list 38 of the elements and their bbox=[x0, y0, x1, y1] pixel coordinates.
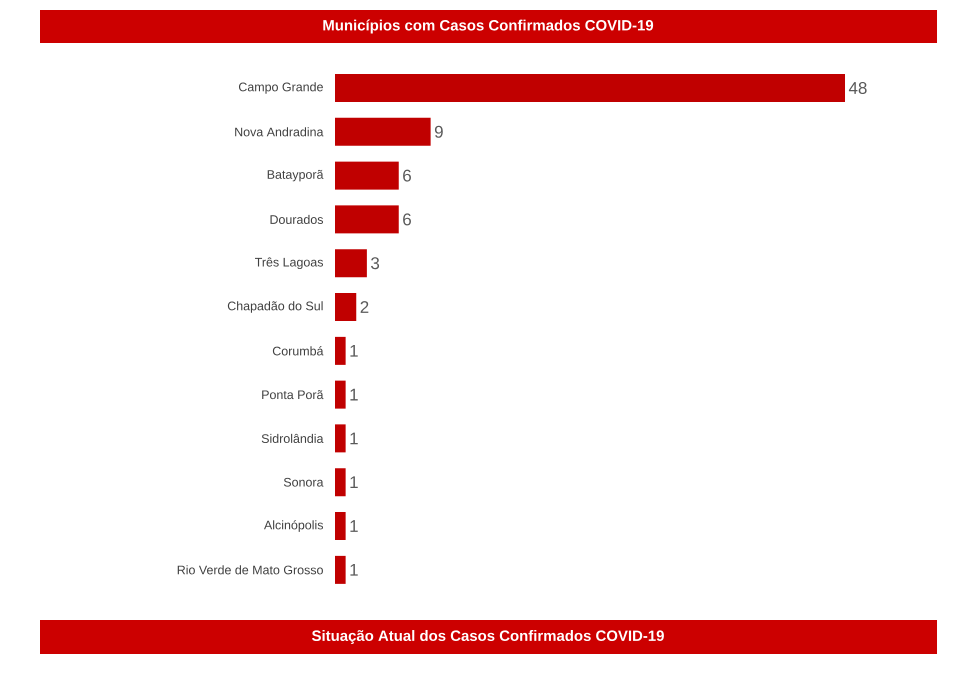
data-label: 1 bbox=[350, 344, 358, 357]
bar bbox=[335, 249, 367, 278]
y-tick-label: Nova Andradina bbox=[235, 127, 324, 136]
y-tick-label: Dourados bbox=[270, 214, 324, 224]
y-tick-label: Campo Grande bbox=[238, 82, 323, 94]
data-label: 1 bbox=[350, 432, 358, 444]
y-tick-label: Três Lagoas bbox=[255, 257, 324, 270]
data-label: 1 bbox=[350, 476, 358, 488]
bar bbox=[335, 512, 346, 540]
data-label: 48 bbox=[848, 82, 867, 94]
y-tick-label: Ponta Porã bbox=[262, 390, 324, 400]
bar bbox=[335, 293, 356, 322]
y-tick-label: Batayporã bbox=[268, 170, 324, 182]
bar bbox=[335, 118, 431, 146]
data-label: 1 bbox=[350, 520, 358, 532]
bar bbox=[335, 162, 399, 190]
y-tick-label: Chapadão do Sul bbox=[228, 301, 323, 313]
data-label: 6 bbox=[403, 213, 411, 226]
bar bbox=[335, 205, 399, 234]
y-tick-label: Corumbá bbox=[272, 346, 324, 356]
bar bbox=[335, 74, 846, 102]
data-label: 1 bbox=[350, 388, 358, 400]
y-tick-label: Alcinópolis bbox=[264, 520, 324, 532]
text: Situação Atual dos Casos Confirmados COVID-19 bbox=[312, 630, 664, 644]
bar bbox=[335, 424, 346, 452]
bar bbox=[335, 336, 346, 365]
bar bbox=[335, 380, 346, 409]
y-tick-label: Rio Verde de Mato Grosso bbox=[178, 565, 323, 574]
data-label: 9 bbox=[434, 126, 443, 138]
y-tick-label: Sonora bbox=[284, 478, 324, 487]
y-tick-label: Sidrolândia bbox=[262, 434, 324, 444]
bar bbox=[335, 556, 346, 584]
data-label: 6 bbox=[403, 170, 411, 182]
data-label: 1 bbox=[350, 564, 358, 576]
data-label: 2 bbox=[360, 301, 368, 313]
bar bbox=[335, 468, 346, 496]
chart-title: Municípios com Casos Confirmados COVID-19 bbox=[323, 19, 654, 34]
data-label: 3 bbox=[371, 257, 380, 270]
